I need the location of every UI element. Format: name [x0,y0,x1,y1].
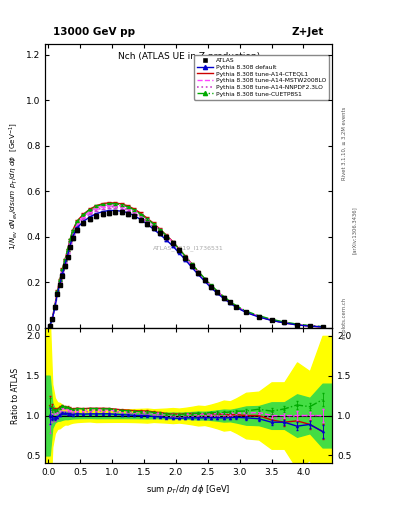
X-axis label: sum $p_T/d\eta\ d\phi$ [GeV]: sum $p_T/d\eta\ d\phi$ [GeV] [147,483,231,496]
Text: [arXiv:1306.3436]: [arXiv:1306.3436] [352,206,357,254]
Y-axis label: Ratio to ATLAS: Ratio to ATLAS [11,368,20,424]
Text: Z+Jet: Z+Jet [292,27,324,37]
Text: 13000 GeV pp: 13000 GeV pp [53,27,135,37]
Y-axis label: $1/N_{ev}\ dN_{ev}/dsum\ p_T/d\eta\ d\phi$  [GeV$^{-1}$]: $1/N_{ev}\ dN_{ev}/dsum\ p_T/d\eta\ d\ph… [7,122,20,250]
Text: mcplots.cern.ch: mcplots.cern.ch [342,296,347,338]
Text: ATLAS_2019_I1736531: ATLAS_2019_I1736531 [153,245,224,251]
Text: Rivet 3.1.10, ≥ 3.2M events: Rivet 3.1.10, ≥ 3.2M events [342,106,347,180]
Legend: ATLAS, Pythia 8.308 default, Pythia 8.308 tune-A14-CTEQL1, Pythia 8.308 tune-A14: ATLAS, Pythia 8.308 default, Pythia 8.30… [194,55,329,99]
Text: Nch (ATLAS UE in Z production): Nch (ATLAS UE in Z production) [118,52,260,61]
